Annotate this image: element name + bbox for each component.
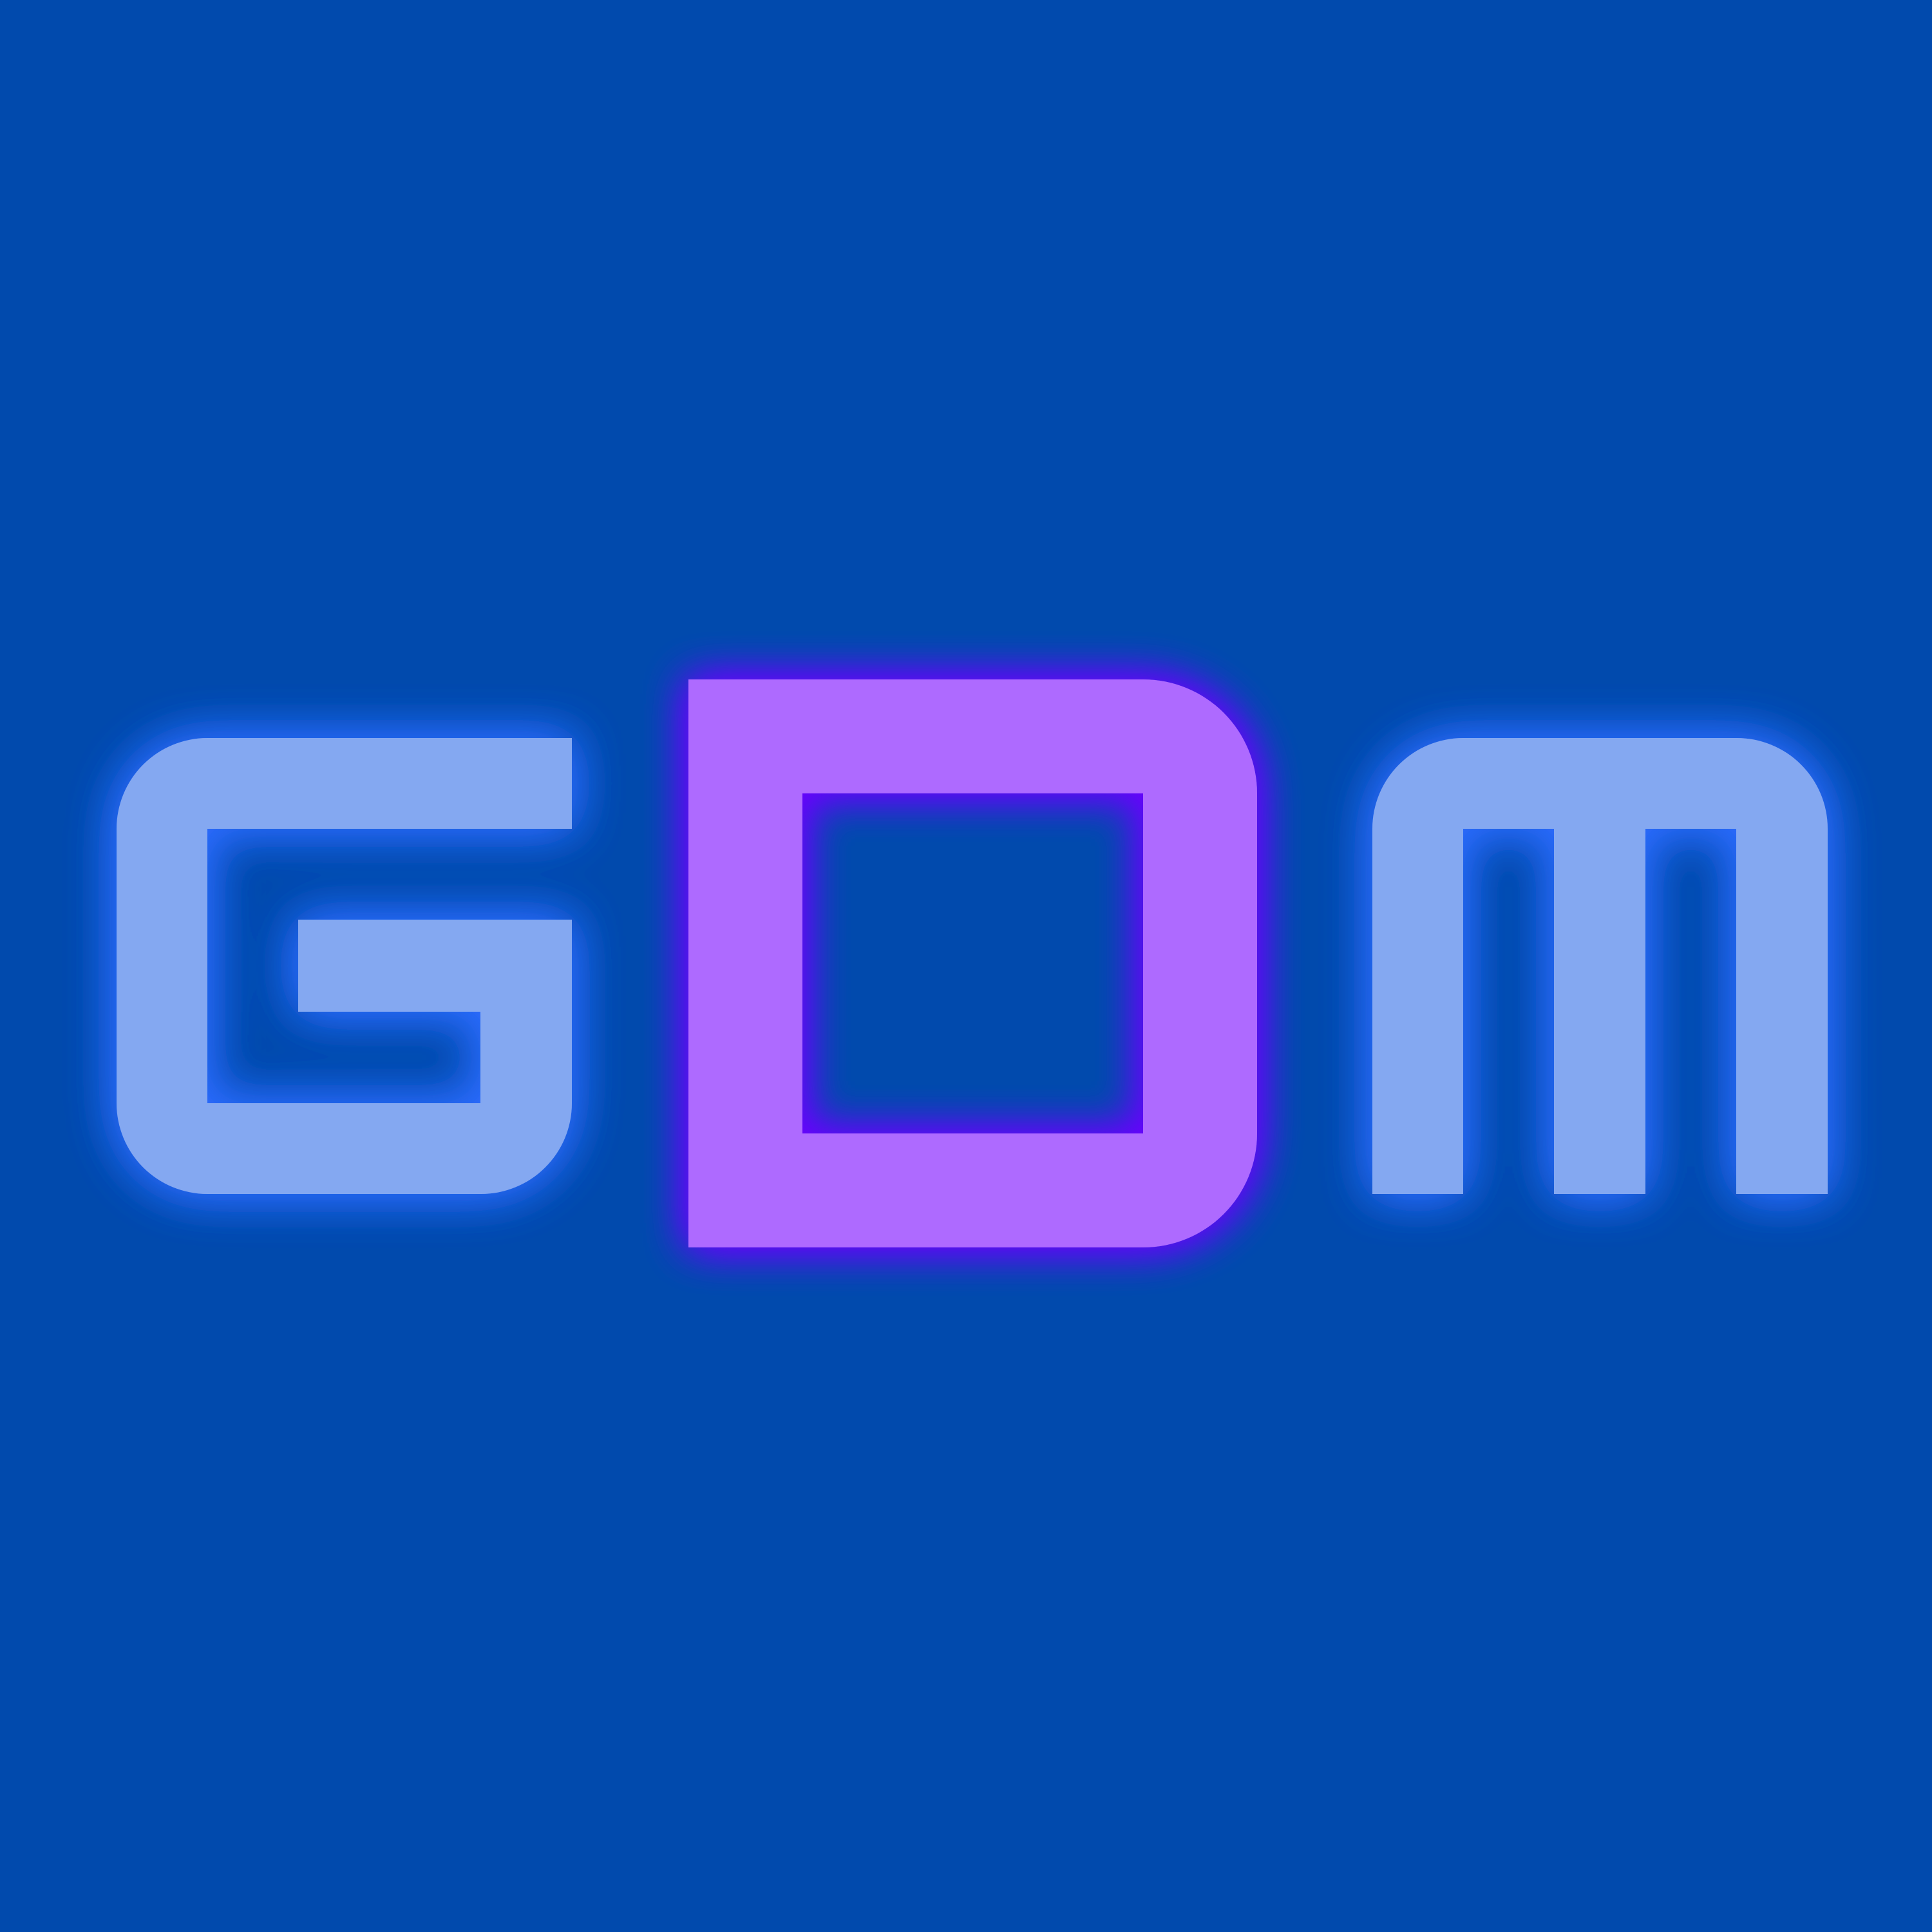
- letter-d-mark: [688, 679, 1257, 1247]
- letter-g-mark: [117, 738, 572, 1195]
- letter-m-mark: [1372, 737, 1828, 1194]
